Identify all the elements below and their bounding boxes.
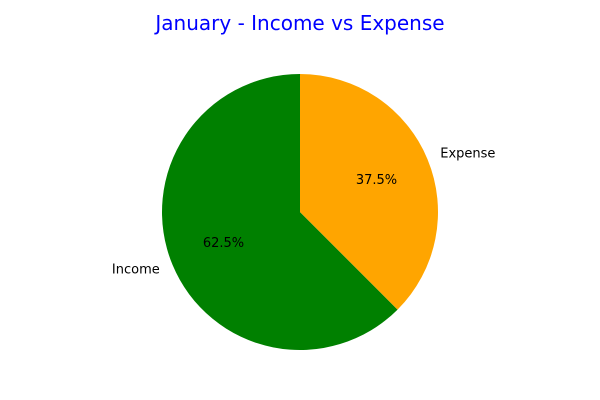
pct-label-expense: 37.5%: [356, 173, 397, 188]
slice-label-income: Income: [112, 263, 160, 278]
pie-slices: [162, 74, 439, 350]
pie-labels: Income 62.5% Expense 37.5%: [112, 146, 496, 277]
pct-label-income: 62.5%: [203, 236, 244, 251]
pie-slice-expense: [300, 74, 439, 310]
chart-title: January - Income vs Expense: [153, 11, 444, 35]
pie-slice-income: [162, 74, 398, 350]
slice-label-expense: Expense: [440, 146, 495, 161]
